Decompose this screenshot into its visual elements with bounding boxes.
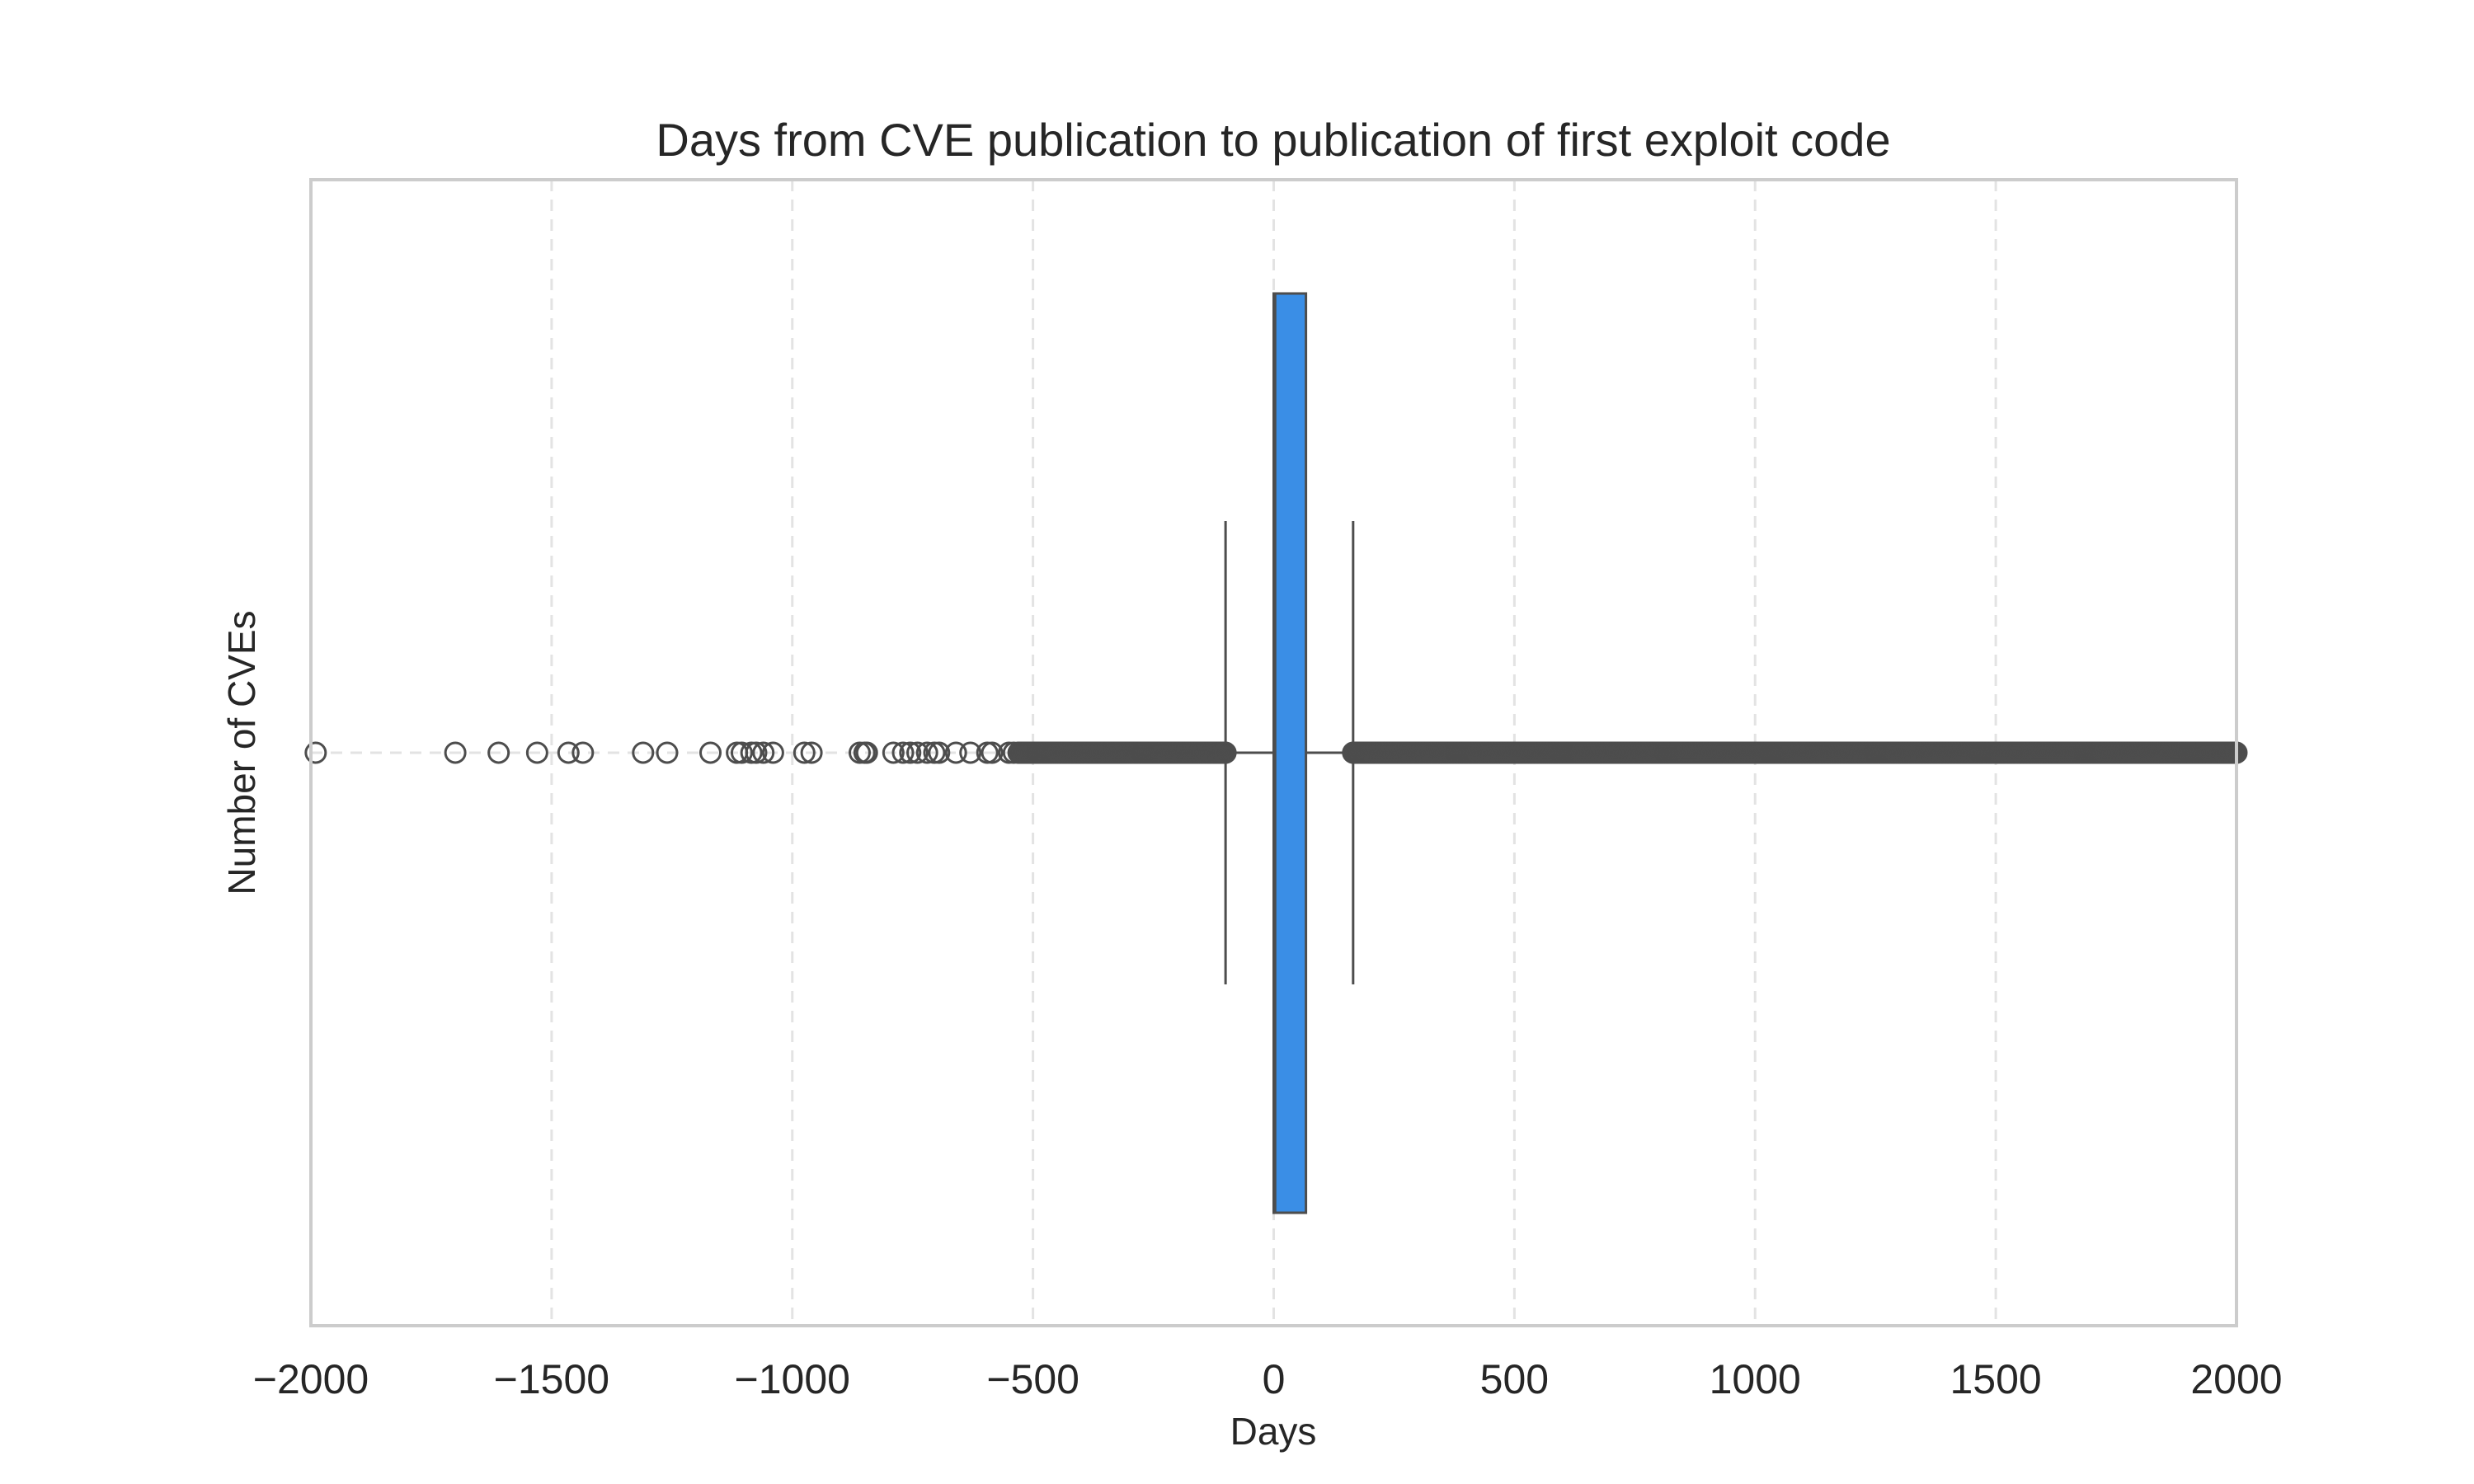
x-tick-label: −500 xyxy=(986,1356,1079,1402)
x-axis-label: Days xyxy=(1230,1410,1317,1453)
outlier-point xyxy=(745,741,768,764)
outlier-point xyxy=(899,741,922,764)
plot-frame xyxy=(309,178,2238,1327)
outlier-point xyxy=(571,741,595,764)
x-tick-label: −2000 xyxy=(253,1356,369,1402)
outlier-point xyxy=(944,741,967,764)
outlier-point xyxy=(487,741,510,764)
outlier-point xyxy=(304,741,327,764)
outlier-point xyxy=(1214,741,1237,764)
outlier-point xyxy=(891,741,915,764)
x-axis-ticks: −2000 −1500 −1000 −500 0 500 1000 1500 2000 xyxy=(253,1356,2283,1402)
x-tick-label: 1500 xyxy=(1950,1356,2042,1402)
x-tick-label: −1500 xyxy=(494,1356,609,1402)
outlier-point xyxy=(632,741,655,764)
outlier-point xyxy=(699,741,722,764)
outlier-point xyxy=(959,741,982,764)
x-tick-label: −1000 xyxy=(735,1356,850,1402)
outlier-point xyxy=(855,741,878,764)
outlier-point xyxy=(761,741,784,764)
outlier-point xyxy=(525,741,548,764)
outlier-point xyxy=(906,741,929,764)
outlier-point xyxy=(656,741,679,764)
outlier-point xyxy=(915,741,938,764)
plot-area xyxy=(304,292,2248,1214)
outlier-point xyxy=(800,741,823,764)
x-tick-label: 500 xyxy=(1480,1356,1549,1402)
x-tick-label: 0 xyxy=(1263,1356,1286,1402)
outlier-point xyxy=(444,741,467,764)
outlier-point xyxy=(793,741,816,764)
x-tick-label: 2000 xyxy=(2190,1356,2282,1402)
x-tick-label: 1000 xyxy=(1710,1356,1801,1402)
outlier-point xyxy=(928,741,951,764)
box-iqr xyxy=(1272,292,1308,1214)
outlier-point xyxy=(730,741,753,764)
y-axis-label: Number of CVEs xyxy=(220,610,263,895)
outlier-point xyxy=(882,741,905,764)
outlier-point xyxy=(557,741,580,764)
outlier-point xyxy=(981,741,1004,764)
outlier-point xyxy=(752,741,775,764)
chart-title: Days from CVE publication to publication… xyxy=(656,114,1890,166)
